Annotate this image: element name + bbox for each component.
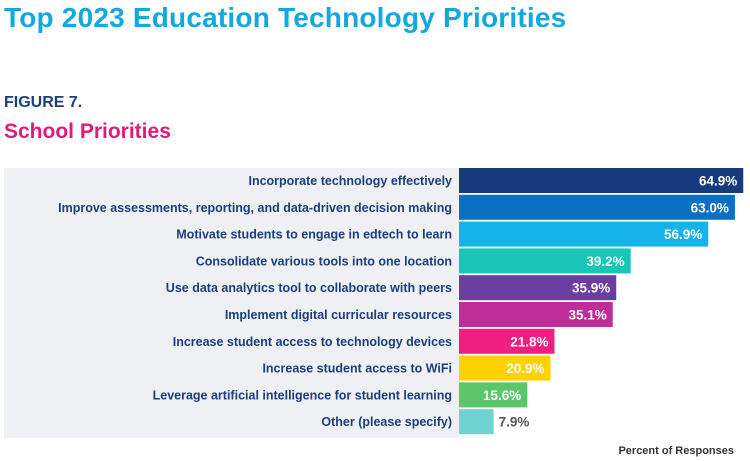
category-label-2: Improve assessments, reporting, and data…	[58, 201, 452, 215]
bar-10	[459, 409, 494, 435]
category-label-1: Incorporate technology effectively	[248, 174, 452, 188]
value-label-3: 56.9%	[664, 227, 702, 242]
bar-3	[459, 221, 709, 247]
bar-1	[459, 168, 744, 193]
x-axis-label: Percent of Responses	[618, 445, 734, 457]
value-label-8: 20.9%	[506, 361, 544, 376]
value-label-9: 15.6%	[483, 388, 521, 403]
bar-5	[459, 275, 617, 301]
category-label-10: Other (please specify)	[321, 415, 452, 429]
category-label-6: Implement digital curricular resources	[225, 308, 452, 322]
category-label-4: Consolidate various tools into one locat…	[196, 254, 452, 268]
value-label-10: 7.9%	[499, 415, 530, 430]
figure-label: FIGURE 7.	[4, 94, 83, 111]
value-label-7: 21.8%	[510, 334, 548, 349]
category-label-5: Use data analytics tool to collaborate w…	[166, 281, 452, 295]
figure-title: School Priorities	[4, 120, 171, 143]
page-title: Top 2023 Education Technology Priorities	[4, 2, 567, 33]
bar-4	[459, 248, 631, 274]
value-label-6: 35.1%	[568, 308, 606, 323]
chart-label-panel	[4, 168, 459, 438]
value-label-1: 64.9%	[699, 174, 737, 189]
value-label-4: 39.2%	[586, 254, 624, 269]
value-label-2: 63.0%	[691, 200, 729, 215]
value-label-5: 35.9%	[572, 281, 610, 296]
category-label-8: Increase student access to WiFi	[262, 362, 452, 376]
category-label-3: Motivate students to engage in edtech to…	[176, 228, 452, 242]
bar-8	[459, 355, 551, 381]
bar-2	[459, 194, 735, 220]
bar-9	[459, 382, 528, 408]
bar-6	[459, 302, 613, 327]
bar-7	[459, 328, 555, 354]
category-label-9: Leverage artificial intelligence for stu…	[153, 388, 452, 402]
category-label-7: Increase student access to technology de…	[173, 335, 452, 349]
